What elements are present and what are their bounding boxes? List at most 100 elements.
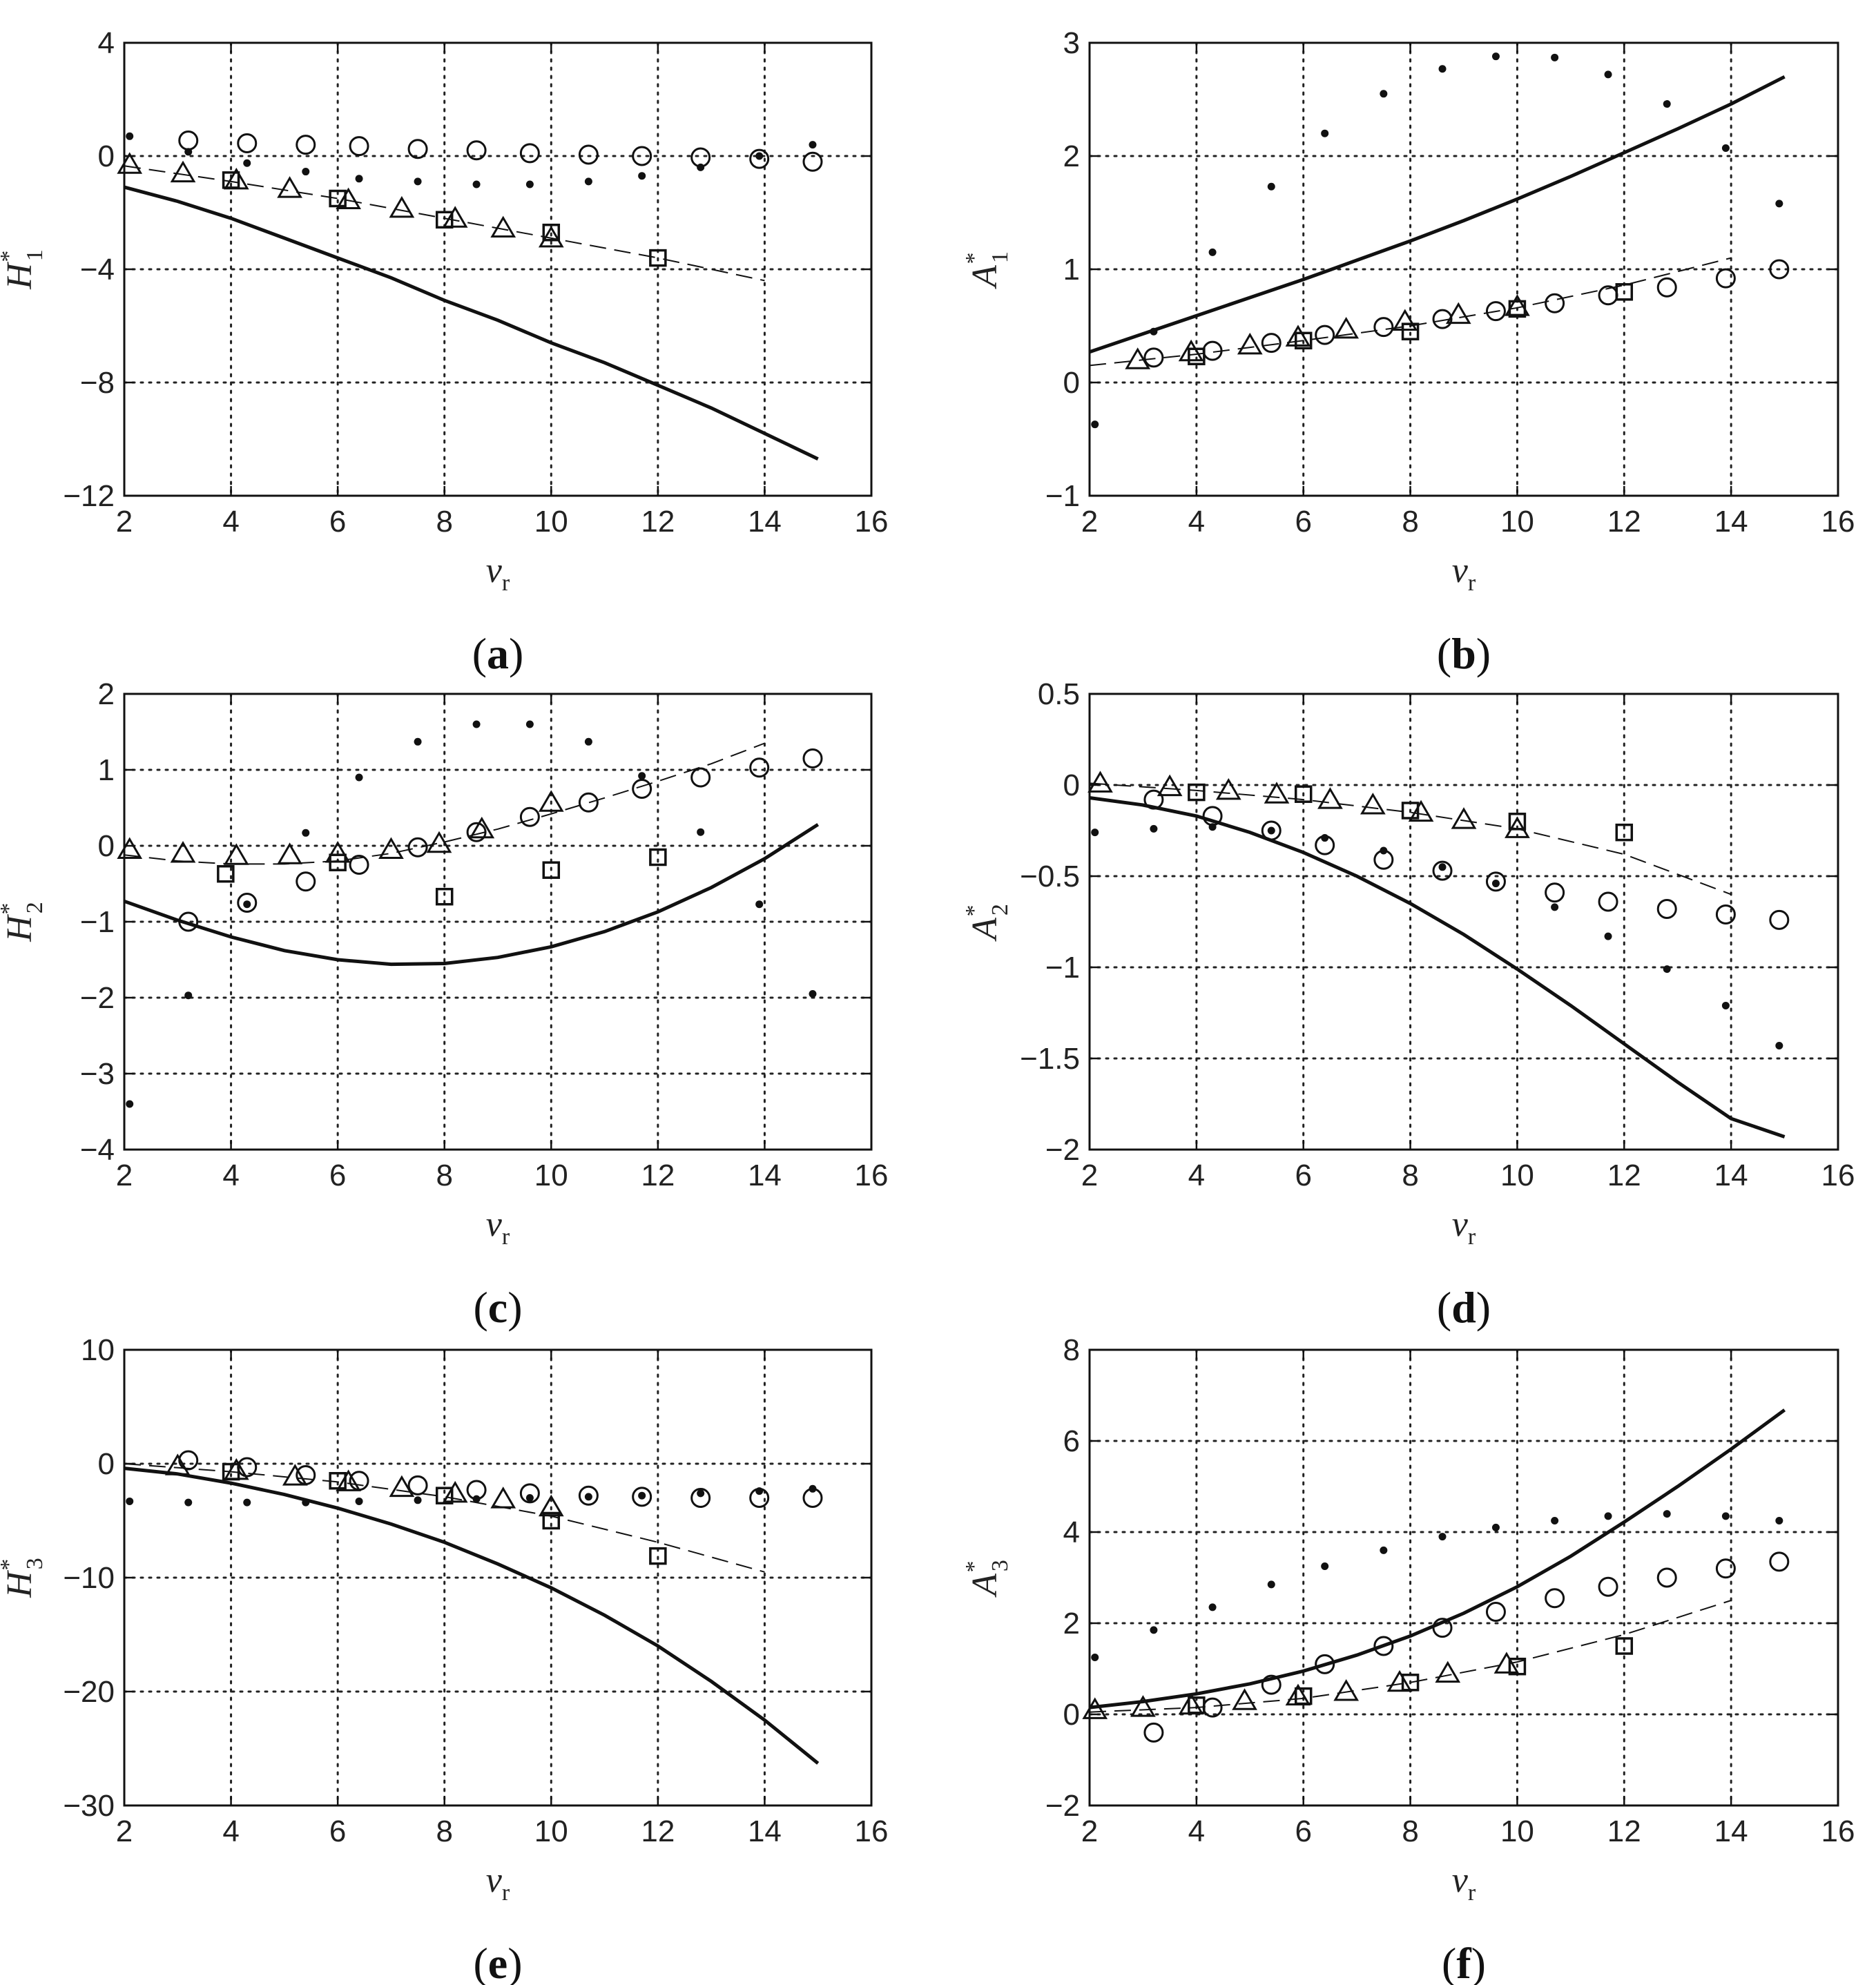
circle-marker: [349, 136, 369, 157]
triangle-marker: [1232, 1688, 1257, 1710]
y-axis-label-main: A: [965, 265, 1005, 289]
dot-marker: [184, 148, 193, 156]
square-marker: [329, 1472, 347, 1490]
x-tick-label: 2: [1081, 1159, 1098, 1192]
dot-marker: [1208, 823, 1217, 831]
circle-marker: [1545, 882, 1565, 903]
x-axis-label: vr: [486, 551, 510, 596]
y-axis-label-sup: *: [0, 1560, 21, 1571]
circle-marker: [578, 1485, 599, 1506]
dot-marker: [1551, 1517, 1559, 1524]
x-axis-label: vr: [486, 1205, 510, 1250]
triangle-marker: [442, 1480, 468, 1503]
triangle-marker: [1125, 347, 1151, 369]
square-marker: [1294, 331, 1313, 350]
y-axis-label-main: H: [0, 262, 39, 290]
chart-panel-a: 2 4 6 8 10 12 14 16 −12 −8 −4 0 4 vr H*1 (a): [0, 26, 888, 678]
y-axis-label: A*1: [961, 251, 1013, 289]
square-marker: [649, 1547, 667, 1565]
panel-label-close: ): [1476, 1283, 1491, 1332]
square-marker: [435, 1487, 454, 1504]
panel-label-open: (: [472, 629, 487, 678]
panel-label-close: ): [509, 629, 523, 678]
series-dots: [1091, 823, 1783, 1050]
triangle-marker: [1392, 309, 1418, 331]
x-tick-label: 10: [534, 505, 568, 539]
dot-marker: [1491, 52, 1500, 61]
series-solid: [1089, 796, 1786, 1139]
circle-marker: [1769, 259, 1790, 280]
x-tick-label: 4: [1188, 1159, 1205, 1192]
panel-label: (f): [1442, 1939, 1486, 1985]
dot-marker: [584, 177, 592, 186]
series-dots: [126, 720, 817, 1108]
dot-marker: [472, 180, 481, 188]
dot-marker: [1604, 1512, 1612, 1520]
x-axis-label-sub: r: [502, 570, 510, 596]
circle-marker: [578, 792, 599, 813]
panel-label-letter: a: [487, 629, 509, 678]
x-tick-label: 6: [329, 1159, 346, 1192]
x-tick-label: 12: [1607, 1814, 1641, 1848]
y-tick-label: −1: [80, 905, 115, 939]
circle-marker: [296, 871, 316, 892]
dashed-curve: [1089, 257, 1732, 367]
dot-marker: [584, 737, 592, 746]
x-tick-label: 6: [329, 505, 346, 539]
dot-marker: [302, 1498, 310, 1507]
dot-marker: [1380, 1546, 1388, 1554]
x-axis-label-sub: r: [502, 1880, 510, 1906]
series-circles: [178, 1450, 823, 1508]
dot-marker: [584, 1493, 592, 1501]
dot-marker: [1663, 965, 1671, 974]
dot-marker: [638, 772, 646, 780]
x-axis-label: vr: [1452, 551, 1476, 596]
y-tick-label: 8: [1063, 1333, 1080, 1367]
y-tick-label: 4: [98, 26, 115, 60]
x-axis-label-sub: r: [1468, 570, 1476, 596]
dot-marker: [1775, 1042, 1783, 1050]
circle-marker: [1143, 789, 1164, 810]
triangle-marker: [1082, 1697, 1108, 1719]
dot-marker: [1721, 144, 1730, 153]
y-axis-label-sub: 3: [987, 1560, 1013, 1571]
x-tick-label: 10: [534, 1159, 568, 1192]
dot-marker: [1604, 932, 1612, 940]
dot-marker: [414, 1496, 422, 1504]
y-tick-label: 0.5: [1038, 677, 1080, 711]
x-tick-label: 10: [534, 1814, 568, 1848]
dashed-curve: [1089, 782, 1732, 895]
square-marker: [329, 189, 347, 208]
panel-label-close: ): [1471, 1939, 1486, 1985]
dot-marker: [1604, 70, 1612, 79]
triangle-marker: [117, 152, 143, 174]
x-tick-label: 8: [436, 1159, 452, 1192]
circle-marker: [466, 822, 487, 842]
x-axis-label: vr: [486, 1861, 510, 1906]
series-triangles: [1087, 771, 1530, 838]
series-solid: [1089, 75, 1786, 354]
series-dashed: [1089, 782, 1732, 895]
series-dashed: [124, 1463, 765, 1573]
y-tick-label: −4: [80, 253, 115, 287]
circle-marker: [749, 148, 770, 169]
square-marker: [435, 887, 454, 906]
solid-curve: [1089, 796, 1786, 1139]
triangle-marker: [1285, 325, 1311, 347]
dot-marker: [1208, 248, 1217, 256]
triangle-marker: [389, 195, 415, 218]
solid-curve: [1089, 75, 1786, 354]
y-tick-label: −0.5: [1020, 860, 1080, 893]
circle-marker: [1545, 293, 1565, 313]
circle-marker: [349, 855, 369, 875]
y-axis-label-sub: 2: [22, 902, 48, 913]
dot-marker: [126, 1100, 134, 1108]
x-tick-label: 2: [1081, 505, 1098, 539]
x-axis-label-main: v: [1452, 1205, 1469, 1244]
circle-marker: [802, 151, 823, 172]
square-marker: [1508, 300, 1527, 318]
y-tick-label: −2: [80, 981, 115, 1015]
y-tick-label: −2: [1045, 1133, 1080, 1167]
x-axis-label-main: v: [486, 551, 503, 590]
dot-marker: [525, 1494, 534, 1502]
